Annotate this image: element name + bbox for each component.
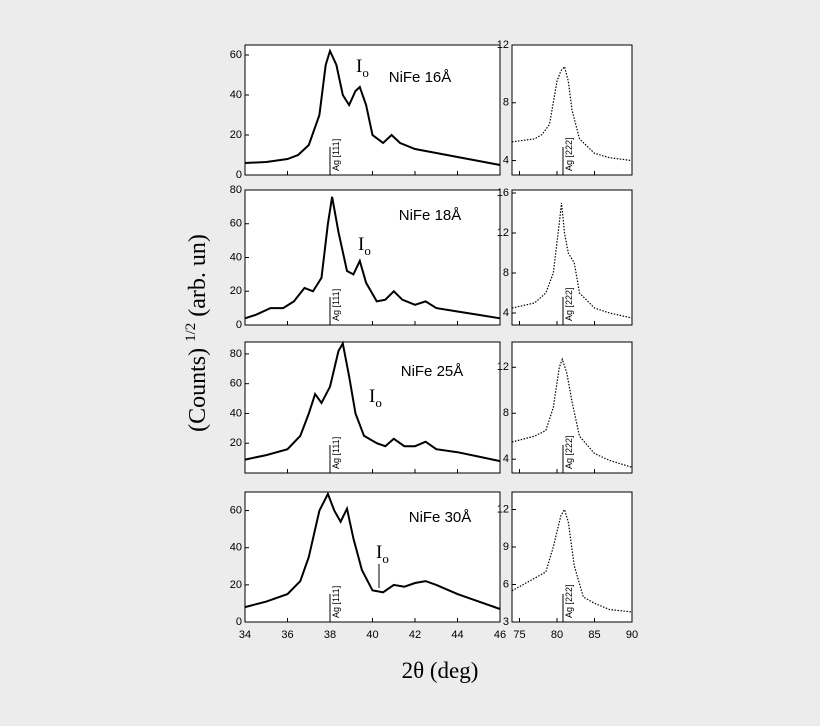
y-tick-label: 40 [230, 407, 242, 419]
plot-area [511, 341, 633, 474]
plot-area [244, 189, 501, 326]
plot-area [244, 44, 501, 176]
reference-label: Ag [111] [331, 437, 341, 469]
peak-label-main: I [369, 386, 375, 407]
y-tick-label: 3 [503, 616, 509, 628]
y-tick-label: 4 [503, 154, 509, 166]
y-tick-label: 16 [497, 187, 509, 199]
y-tick-label: 0 [236, 319, 242, 331]
x-tick-label: 40 [366, 629, 378, 641]
y-tick-label: 6 [503, 578, 509, 590]
y-tick-label: 0 [236, 616, 242, 628]
x-tick-label: 75 [513, 629, 525, 641]
x-tick-label: 85 [588, 629, 600, 641]
data-line [244, 340, 501, 463]
y-tick-label: 12 [497, 503, 509, 515]
x-tick-label: 44 [451, 629, 463, 641]
peak-label: Io [376, 542, 389, 566]
y-tick-label: 8 [503, 407, 509, 419]
peak-label-main: I [376, 542, 382, 563]
data-line [511, 508, 633, 613]
reference-label: Ag [111] [331, 139, 341, 171]
y-tick-label: 9 [503, 541, 509, 553]
x-tick-label: 80 [551, 629, 563, 641]
x-tick-label: 36 [281, 629, 293, 641]
sample-label: NiFe 16Å [389, 69, 452, 86]
plot-area [511, 491, 633, 623]
x-tick-label: 90 [626, 629, 638, 641]
y-tick-label: 40 [230, 542, 242, 554]
reference-label: Ag [111] [331, 289, 341, 321]
reference-label: Ag [222] [564, 584, 574, 618]
y-tick-label: 8 [503, 97, 509, 109]
y-axis-label: (Counts) 1/2 (arb. un) [183, 234, 211, 432]
data-line [244, 196, 501, 320]
y-tick-label: 40 [230, 251, 242, 263]
y-tick-label: 12 [497, 39, 509, 51]
y-tick-label: 12 [497, 361, 509, 373]
y-tick-label: 60 [230, 49, 242, 61]
sample-label: NiFe 25Å [401, 363, 464, 380]
reference-label: Ag [222] [564, 287, 574, 321]
sample-label: NiFe 30Å [409, 509, 472, 526]
peak-label-sub: o [362, 65, 369, 80]
reference-label: Ag [111] [331, 586, 341, 618]
y-tick-label: 80 [230, 348, 242, 360]
data-line [511, 357, 633, 468]
data-line [511, 202, 633, 319]
x-axis-label: 2θ (deg) [402, 658, 479, 683]
peak-label: Io [369, 386, 382, 410]
peak-label-sub: o [382, 551, 389, 566]
plot-area [511, 189, 633, 326]
data-line [244, 491, 501, 610]
y-label-main: (Counts) [185, 342, 211, 432]
y-tick-label: 8 [503, 267, 509, 279]
x-tick-label: 34 [239, 629, 251, 641]
y-tick-label: 20 [230, 129, 242, 141]
x-tick-label: 46 [494, 629, 506, 641]
sample-label: NiFe 18Å [399, 207, 462, 224]
y-tick-label: 0 [236, 169, 242, 181]
peak-label-sub: o [364, 243, 371, 258]
peak-label: Io [356, 56, 369, 80]
reference-label: Ag [222] [564, 435, 574, 469]
x-tick-label: 42 [409, 629, 421, 641]
data-line [244, 48, 501, 166]
peak-label: Io [358, 234, 371, 258]
reference-label: Ag [222] [564, 137, 574, 171]
y-label-end: (arb. un) [185, 234, 211, 323]
peak-label-main: I [356, 56, 362, 77]
y-tick-label: 60 [230, 378, 242, 390]
y-tick-label: 80 [230, 184, 242, 196]
y-tick-label: 20 [230, 437, 242, 449]
y-tick-label: 20 [230, 285, 242, 297]
x-tick-label: 38 [324, 629, 336, 641]
peak-label-main: I [358, 234, 364, 255]
plot-area [244, 491, 501, 623]
peak-label-sub: o [375, 395, 382, 410]
plot-area [244, 341, 501, 474]
data-line [511, 65, 633, 162]
y-tick-label: 60 [230, 504, 242, 516]
y-tick-label: 20 [230, 579, 242, 591]
y-label-sup: 1/2 [183, 323, 199, 342]
y-tick-label: 12 [497, 227, 509, 239]
y-tick-label: 4 [503, 307, 509, 319]
y-tick-label: 60 [230, 218, 242, 230]
y-tick-label: 40 [230, 89, 242, 101]
y-tick-label: 4 [503, 453, 509, 465]
